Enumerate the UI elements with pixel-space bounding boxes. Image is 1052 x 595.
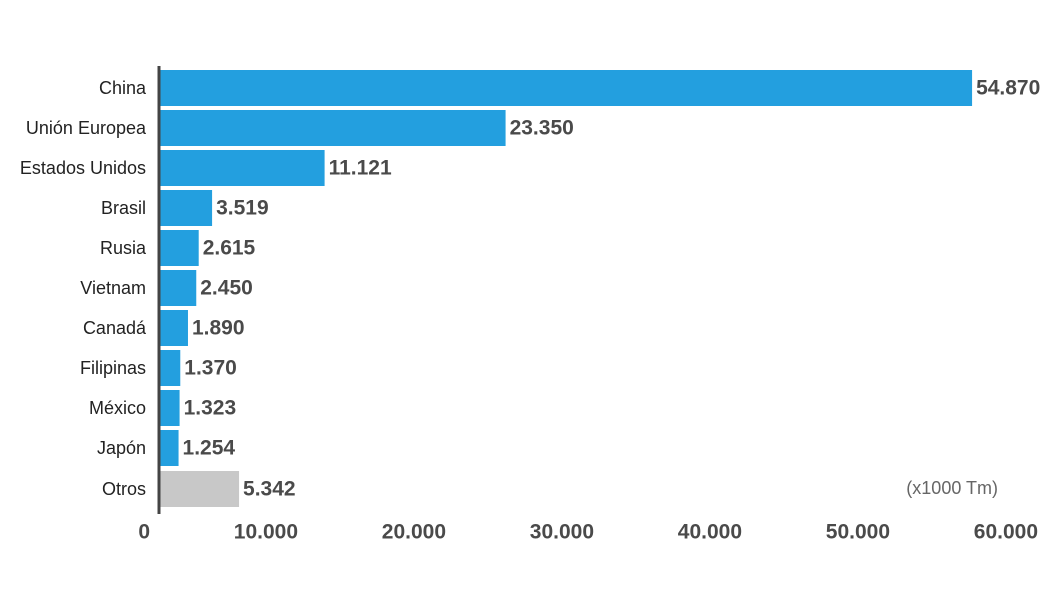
x-tick-label: 10.000 [234,521,298,544]
bar [160,270,197,306]
bar [160,310,188,346]
bar [160,190,213,226]
category-label: Rusia [100,238,147,258]
category-label: Estados Unidos [20,158,146,178]
value-label: 2.450 [200,277,253,300]
x-tick-label: 0 [138,521,150,544]
value-label: 54.870 [976,77,1040,100]
x-tick-label: 30.000 [530,521,594,544]
bar [160,390,180,426]
category-label: México [89,398,146,418]
value-label: 1.254 [183,437,236,460]
category-label: China [99,78,147,98]
category-label: Canadá [83,318,147,338]
category-label: Unión Europea [26,118,147,138]
bar [160,471,240,507]
value-label: 3.519 [216,197,269,220]
x-tick-label: 60.000 [974,521,1038,544]
unit-note: (x1000 Tm) [906,478,998,498]
bar [160,150,325,186]
value-label: 2.615 [203,237,256,260]
bar [160,70,973,106]
value-label: 5.342 [243,478,296,501]
category-label: Filipinas [80,358,146,378]
bar [160,230,199,266]
value-label: 11.121 [329,157,392,180]
category-label: Otros [102,479,146,499]
value-label: 1.370 [184,357,237,380]
x-tick-label: 40.000 [678,521,742,544]
category-label: Brasil [101,198,146,218]
category-label: Japón [97,438,146,458]
bar [160,350,181,386]
x-tick-label: 20.000 [382,521,446,544]
bar [160,430,179,466]
bar [160,110,506,146]
x-tick-label: 50.000 [826,521,890,544]
value-label: 23.350 [510,117,574,140]
category-label: Vietnam [80,278,146,298]
value-label: 1.890 [192,317,245,340]
value-label: 1.323 [184,397,237,420]
